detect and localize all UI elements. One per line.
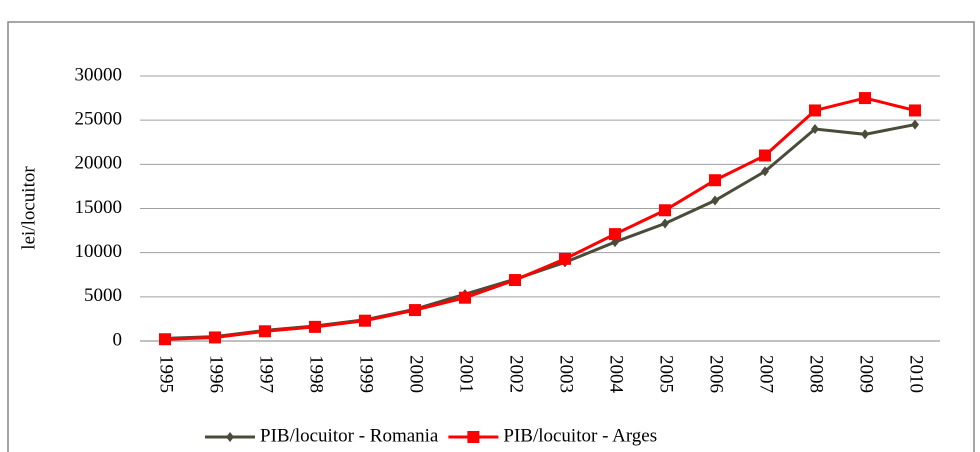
y-axis-label: lei/locuitor: [18, 166, 39, 250]
legend-marker: [226, 432, 234, 442]
y-tick-label: 30000: [75, 64, 123, 85]
marker: [711, 195, 719, 206]
marker: [859, 92, 871, 105]
y-tick-label: 15000: [75, 197, 123, 218]
x-tick-label: 2002: [506, 355, 527, 393]
marker: [509, 274, 521, 287]
y-tick-label: 10000: [75, 241, 123, 262]
x-tick-label: 2003: [556, 355, 577, 393]
legend-label: PIB/locuitor - Arges: [503, 425, 657, 446]
x-tick-label: 2005: [656, 355, 677, 393]
series-line: [164, 96, 916, 341]
marker: [709, 174, 721, 187]
x-tick-label: 2010: [906, 355, 927, 393]
marker: [809, 104, 821, 117]
marker: [209, 331, 221, 344]
x-tick-label: 2000: [406, 355, 427, 393]
marker: [609, 228, 621, 241]
marker: [861, 129, 869, 140]
marker: [459, 291, 471, 304]
x-tick-label: 2007: [756, 355, 777, 393]
chart-border: [7, 21, 975, 452]
marker: [259, 325, 271, 338]
x-tick-label: 2009: [856, 355, 877, 393]
x-tick-label: 1999: [356, 355, 377, 393]
marker: [759, 149, 771, 162]
y-tick-label: 25000: [75, 109, 123, 130]
marker: [409, 304, 421, 317]
x-tick-label: 2008: [806, 355, 827, 393]
x-tick-label: 2001: [456, 355, 477, 393]
x-tick-label: 2006: [706, 355, 727, 393]
x-tick-label: 1998: [306, 355, 327, 393]
marker: [309, 320, 321, 333]
legend-label: PIB/locuitor - Romania: [260, 425, 439, 446]
x-tick-label: 1996: [206, 355, 227, 393]
x-tick-label: 1997: [256, 355, 277, 393]
marker: [661, 218, 669, 229]
marker: [909, 104, 921, 117]
x-tick-label: 1995: [156, 355, 177, 393]
x-tick-label: 2004: [606, 355, 627, 394]
marker: [359, 314, 371, 327]
marker: [761, 166, 769, 177]
marker: [659, 204, 671, 217]
marker: [811, 124, 819, 134]
legend-marker: [467, 431, 480, 443]
y-tick-label: 0: [113, 329, 123, 350]
y-tick-label: 20000: [75, 153, 123, 174]
marker: [159, 333, 171, 346]
y-tick-label: 5000: [84, 285, 122, 306]
marker: [559, 252, 571, 265]
marker: [911, 119, 919, 130]
